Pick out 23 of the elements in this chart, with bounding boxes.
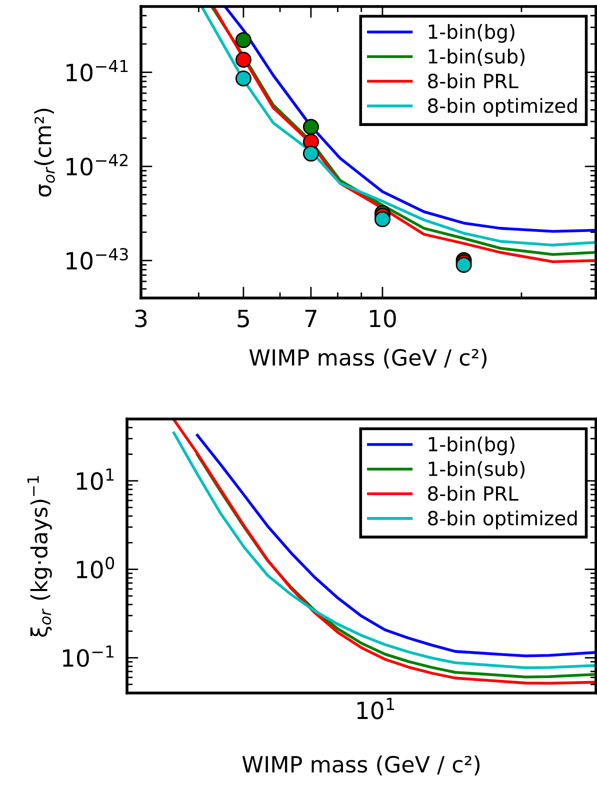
x-axis-title: WIMP mass (GeV / c²) <box>242 756 480 776</box>
legend-label: 1-bin(sub) <box>428 461 524 478</box>
legend-label: 1-bin(sub) <box>428 48 524 66</box>
y-axis-title: ξ$_{or}$ (kg·days)$^{−1}$ <box>27 476 52 637</box>
text: 10$^{1}$ <box>357 698 394 720</box>
y-tick-label: 10$^{−1}$ <box>62 646 114 667</box>
legend-label: 8-bin PRL <box>428 486 518 501</box>
y-tick-label: 10$^{−42}$ <box>66 154 128 176</box>
legend-label: 8-bin optimized <box>428 98 577 117</box>
y-tick-label: 10$^{−43}$ <box>66 248 128 270</box>
legend-label: 1-bin(bg) <box>428 436 514 456</box>
legend-label: 1-bin(bg) <box>428 24 514 43</box>
y-tick-label: 10$^{1}$ <box>76 468 114 490</box>
y-axis-title: σ$_{or}$(cm²) <box>34 108 55 197</box>
legend-label: 8-bin PRL <box>428 73 518 88</box>
y-tick-label: 10$^{−41}$ <box>66 60 128 82</box>
x-tick-label: 7 <box>305 310 316 328</box>
legend-label: 8-bin optimized <box>428 510 577 530</box>
x-axis-title: WIMP mass (GeV / c²) <box>249 348 487 368</box>
x-tick-label: 3 <box>135 310 147 328</box>
y-tick-label: 10$^{0}$ <box>76 556 114 578</box>
x-tick-label: 5 <box>238 310 249 328</box>
x-tick-label: 10 <box>370 310 396 328</box>
